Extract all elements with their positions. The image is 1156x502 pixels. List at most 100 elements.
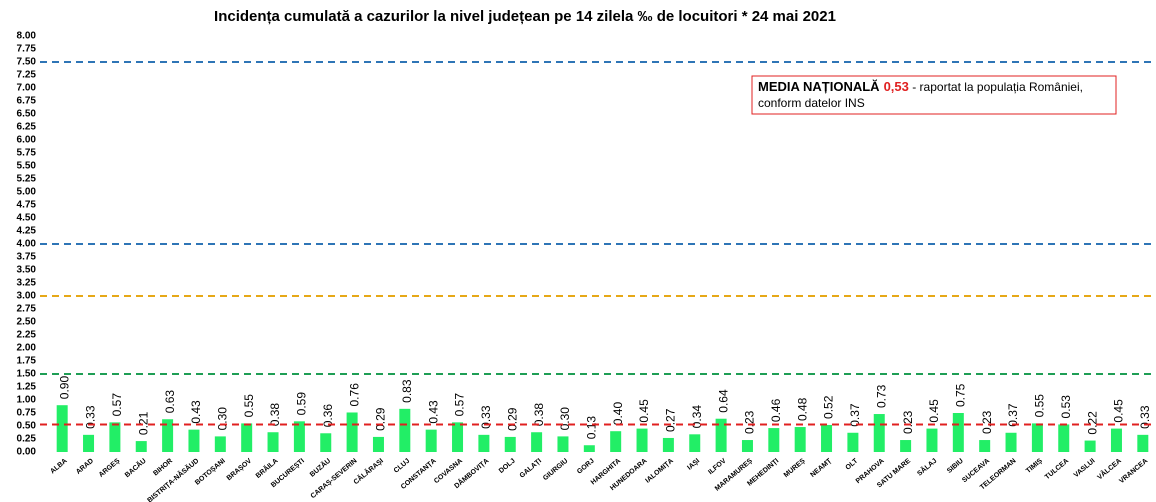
bar <box>900 440 912 452</box>
value-label: 0.29 <box>505 407 519 431</box>
x-tick-label: DOLJ <box>498 458 517 475</box>
value-label: 0.29 <box>374 407 388 431</box>
y-tick-label: 6.25 <box>17 122 37 133</box>
x-tick-label: CARAȘ-SEVERIN <box>310 458 359 501</box>
value-label: 0.45 <box>927 399 941 423</box>
bar <box>1031 423 1043 452</box>
bar <box>293 421 305 452</box>
y-tick-label: 1.25 <box>17 382 37 393</box>
y-tick-label: 3.50 <box>17 265 37 276</box>
bar <box>267 432 279 452</box>
x-tick-label: ILFOV <box>707 457 728 476</box>
x-tick-label: IAȘI <box>686 458 701 472</box>
value-label: 0.48 <box>795 397 809 421</box>
bar <box>399 408 411 452</box>
bar <box>241 423 253 452</box>
bar <box>662 437 674 452</box>
y-tick-label: 0.50 <box>17 421 37 432</box>
value-label: 0.45 <box>637 399 651 423</box>
value-label: 0.23 <box>901 410 915 434</box>
value-label: 0.43 <box>189 400 203 424</box>
x-tick-label: BRĂILA <box>253 456 279 480</box>
y-tick-label: 2.50 <box>17 317 37 328</box>
value-label: 0.37 <box>848 403 862 427</box>
bar <box>478 434 490 452</box>
x-tick-label: BIHOR <box>152 458 174 478</box>
value-label: 0.23 <box>980 410 994 434</box>
value-label: 0.30 <box>558 407 572 431</box>
bar <box>320 433 332 452</box>
y-tick-label: 0.75 <box>17 408 37 419</box>
value-label: 0.75 <box>953 383 967 407</box>
value-label: 0.90 <box>57 376 71 400</box>
bar <box>557 436 569 452</box>
bar <box>531 432 543 452</box>
value-label: 0.23 <box>743 410 757 434</box>
annotation-box <box>751 75 1117 115</box>
x-tick-label: SIBIU <box>946 458 965 475</box>
annotation-text: - raportat la populația României, <box>909 80 1083 94</box>
y-tick-label: 7.00 <box>17 83 37 94</box>
value-label: 0.21 <box>136 411 150 435</box>
bar <box>1084 440 1096 452</box>
value-label: 0.59 <box>295 392 309 416</box>
y-tick-label: 7.50 <box>17 57 37 68</box>
bar <box>109 422 121 452</box>
bar <box>135 441 147 452</box>
bar <box>346 412 358 452</box>
value-label: 0.43 <box>426 400 440 424</box>
bar <box>83 434 95 452</box>
value-label: 0.37 <box>1006 403 1020 427</box>
x-tick-label: BRAȘOV <box>226 457 254 482</box>
value-label: 0.45 <box>1112 399 1126 423</box>
y-tick-label: 4.25 <box>17 226 37 237</box>
bar <box>821 424 833 452</box>
x-tick-label: MUREȘ <box>783 457 807 479</box>
bar <box>214 436 226 452</box>
x-tick-label: CLUJ <box>393 458 412 475</box>
bar <box>979 440 991 452</box>
annotation-text: conform datelor INS <box>758 96 865 110</box>
value-label: 0.57 <box>110 393 124 417</box>
y-tick-label: 3.00 <box>17 291 37 302</box>
x-tick-label: GALAȚI <box>519 458 543 480</box>
bar <box>504 436 516 452</box>
value-label: 0.33 <box>84 405 98 429</box>
x-tick-label: ARAD <box>75 458 95 476</box>
x-tick-label: VASLUI <box>1073 458 1097 480</box>
y-tick-label: 1.75 <box>17 356 37 367</box>
x-tick-label: GORJ <box>576 458 596 476</box>
y-tick-label: 7.75 <box>17 44 37 55</box>
value-label: 0.34 <box>690 405 704 429</box>
y-tick-label: 0.25 <box>17 434 37 445</box>
x-tick-label: VRANCEA <box>1118 458 1149 486</box>
value-label: 0.53 <box>1059 395 1073 419</box>
bar <box>952 413 964 452</box>
y-tick-label: 0.00 <box>17 447 37 458</box>
x-tick-label: GIURGIU <box>542 458 569 483</box>
y-tick-label: 6.00 <box>17 135 37 146</box>
bar <box>794 427 806 452</box>
x-tick-label: VÂLCEA <box>1095 456 1123 481</box>
y-tick-label: 3.25 <box>17 278 37 289</box>
bar <box>873 414 885 452</box>
bar <box>162 419 174 452</box>
y-tick-label: 4.50 <box>17 213 37 224</box>
value-label: 0.30 <box>215 407 229 431</box>
bar <box>768 428 780 452</box>
y-tick-label: 6.50 <box>17 109 37 120</box>
y-tick-label: 3.75 <box>17 252 37 263</box>
chart-title: Incidența cumulată a cazurilor la nivel … <box>214 8 836 25</box>
value-label: 0.33 <box>479 405 493 429</box>
value-label: 0.55 <box>1033 394 1047 418</box>
y-tick-label: 1.00 <box>17 395 37 406</box>
bar <box>1005 432 1017 452</box>
value-label: 0.40 <box>611 402 625 426</box>
bar <box>452 422 464 452</box>
annotation-value: 0,53 <box>884 79 909 94</box>
bar <box>636 428 648 452</box>
y-tick-label: 5.50 <box>17 161 37 172</box>
x-tick-label: IALOMIȚA <box>644 458 674 485</box>
x-tick-label: NEAMȚ <box>809 457 833 479</box>
x-tick-label: OLT <box>845 457 860 471</box>
